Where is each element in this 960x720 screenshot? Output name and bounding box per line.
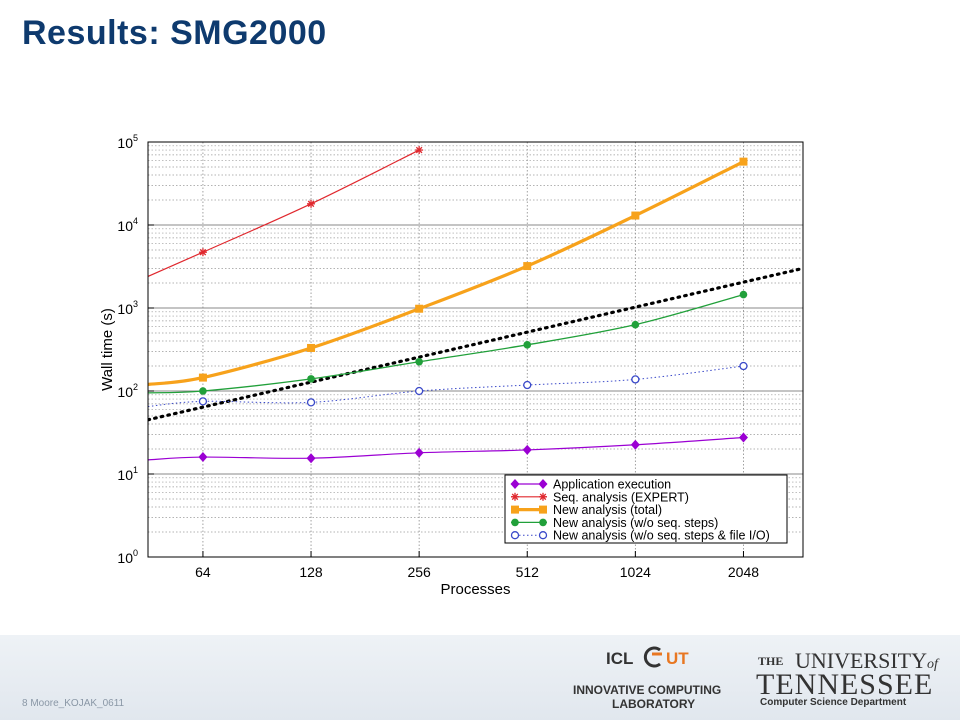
x-tick-label: 128: [299, 564, 323, 580]
data-point: [415, 146, 424, 155]
y-tick-label: 101: [117, 465, 138, 483]
data-point: [523, 341, 532, 349]
data-point: [739, 290, 748, 299]
legend-item: New analysis (w/o seq. steps & file I/O): [510, 529, 770, 543]
ut-logo-the: THE: [758, 654, 784, 668]
data-point: [414, 447, 424, 458]
data-point: [198, 248, 207, 257]
data-point: [739, 157, 748, 166]
series-1: [148, 432, 748, 464]
data-point: [415, 357, 423, 366]
data-point: [198, 373, 207, 382]
y-axis-label: Wall time (s): [99, 308, 116, 391]
ut-logo-tennessee: TENNESSEE: [756, 668, 934, 701]
icl-swoosh-icon: [643, 646, 662, 668]
x-tick-label: 1024: [620, 564, 651, 580]
footer-note: 8 Moore_KOJAK_0611: [22, 698, 125, 709]
legend-item: Seq. analysis (EXPERT): [511, 490, 689, 504]
ut-logo-university: UNIVERSITYof: [795, 648, 938, 673]
data-point: [198, 397, 208, 406]
reference-line: [148, 266, 803, 422]
legend-label: New analysis (w/o seq. steps & file I/O): [553, 529, 770, 543]
data-point: [307, 343, 316, 352]
plot-series: [148, 146, 803, 464]
legend-label: New analysis (w/o seq. steps): [553, 516, 718, 530]
legend-marker: [539, 492, 547, 501]
data-point: [738, 432, 748, 443]
star-stroke: [539, 493, 547, 501]
star-stroke: [511, 493, 519, 501]
series-line: [148, 149, 420, 277]
legend-marker: [539, 505, 547, 514]
legend-item: Application execution: [510, 478, 671, 492]
series-3: [148, 157, 748, 387]
star-stroke: [415, 146, 423, 154]
x-tick-labels: 64 128 256 512 1024 2048: [195, 551, 759, 580]
y-tick-label: 104: [117, 216, 138, 234]
legend-label: New analysis (total): [553, 503, 662, 517]
x-tick-label: 512: [516, 564, 540, 580]
data-point: [739, 361, 748, 371]
legend-marker: [538, 531, 548, 540]
x-axis-label: Processes: [440, 581, 510, 598]
legend-marker: [538, 479, 548, 489]
data-point: [631, 320, 640, 329]
ut-logo-dept: Computer Science Department: [760, 697, 907, 708]
data-point: [523, 380, 532, 390]
data-point: [523, 262, 532, 271]
legend-marker: [539, 518, 547, 527]
y-tick-labels: 100 101 102 103 104 105: [117, 133, 154, 566]
data-point: [414, 386, 424, 396]
data-point: [307, 375, 315, 383]
y-tick-label: 105: [117, 133, 138, 151]
series-4: [148, 290, 748, 395]
data-point: [522, 444, 532, 455]
icl-logo-line1: INNOVATIVE COMPUTING: [573, 683, 722, 697]
series-2: [148, 146, 424, 277]
data-point: [630, 439, 640, 450]
data-point: [307, 199, 316, 208]
legend-box: [504, 474, 788, 544]
legend-marker: [511, 492, 519, 501]
legend-item: New analysis (w/o seq. steps): [511, 516, 718, 530]
legend-label: Application execution: [553, 478, 671, 492]
x-tick-label: 64: [195, 564, 211, 580]
x-tick-label: 256: [407, 564, 431, 580]
x-tick-label: 2048: [728, 564, 759, 580]
data-point: [198, 452, 208, 463]
legend-marker: [511, 518, 519, 527]
legend-marker: [510, 531, 520, 540]
data-point: [199, 387, 207, 395]
data-point: [631, 375, 640, 384]
chart: 100 101 102 103 104 105 64 128 256 512 1024 2048 Pro…: [99, 133, 804, 598]
slide-title: Results: SMG2000: [22, 14, 327, 52]
data-point: [306, 453, 316, 464]
legend-marker: [510, 479, 520, 489]
axes-box: [147, 141, 804, 558]
star-stroke: [199, 248, 207, 256]
legend-item: New analysis (total): [511, 503, 662, 517]
data-point: [631, 211, 640, 220]
series-5: [148, 361, 748, 408]
y-tick-label: 100: [117, 548, 138, 566]
y-tick-label: 102: [117, 382, 138, 400]
footer-bar: [0, 635, 960, 720]
star-stroke: [307, 200, 315, 208]
data-point: [415, 304, 424, 313]
icl-logo-line2: LABORATORY: [612, 697, 696, 711]
legend-label: Seq. analysis (EXPERT): [553, 490, 689, 504]
y-tick-label: 103: [117, 299, 138, 317]
data-point: [306, 398, 316, 407]
legend-marker: [511, 505, 519, 514]
icl-logo-name: ICL: [606, 649, 634, 668]
icl-logo-ut: UT: [666, 649, 689, 668]
